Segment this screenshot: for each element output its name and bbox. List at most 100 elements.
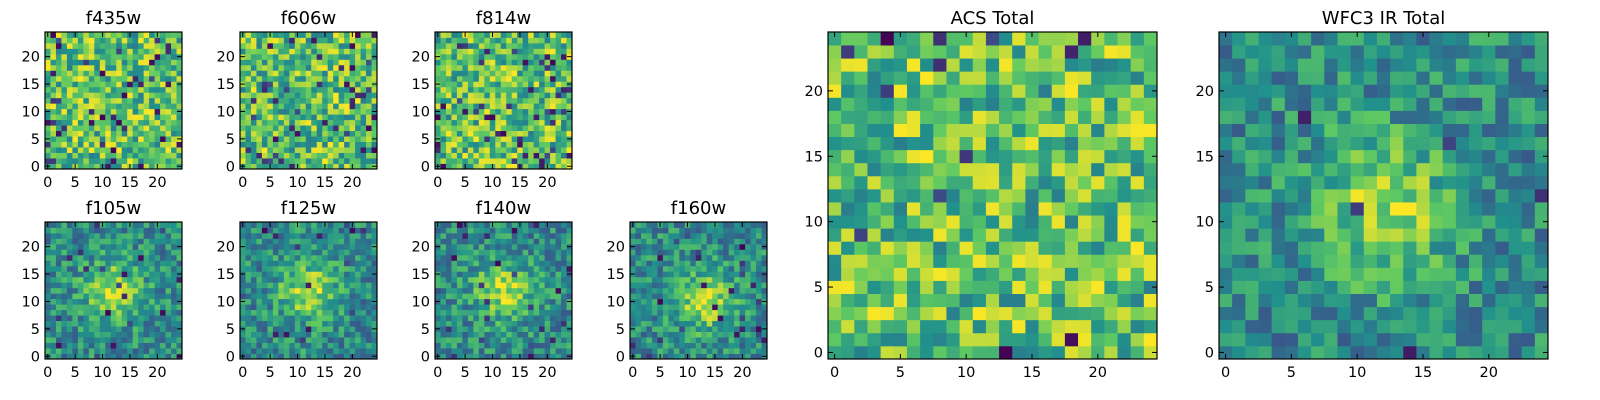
heatmap-cell	[435, 42, 441, 49]
heatmap-cell	[355, 342, 361, 349]
heatmap-cell	[679, 348, 686, 354]
heatmap-cell	[94, 42, 101, 49]
heatmap-cell	[550, 320, 556, 327]
heatmap-cell	[544, 298, 551, 305]
heatmap-cell	[344, 125, 350, 132]
heatmap-cell	[327, 114, 334, 121]
heatmap-cell	[906, 241, 921, 255]
heatmap-cell	[138, 130, 145, 137]
heatmap-cell	[933, 306, 947, 321]
heatmap-cell	[83, 86, 90, 93]
heatmap-cell	[55, 276, 62, 283]
y-tick-label: 0	[226, 349, 235, 365]
heatmap-cell	[322, 114, 329, 121]
heatmap-cell	[706, 309, 713, 316]
heatmap-cell	[646, 309, 653, 316]
heatmap-cell	[311, 130, 318, 137]
heatmap-cell	[467, 130, 474, 137]
heatmap-cell	[349, 276, 356, 283]
heatmap-cell	[867, 188, 882, 203]
heatmap-cell	[176, 158, 183, 164]
heatmap-cell	[316, 276, 323, 283]
heatmap-cell	[110, 243, 117, 250]
heatmap-cell	[1104, 188, 1118, 203]
heatmap-cell	[550, 136, 556, 142]
heatmap-cell	[240, 337, 246, 343]
heatmap-cell	[561, 92, 567, 99]
heatmap-cell	[349, 320, 356, 327]
heatmap-cell	[77, 227, 84, 234]
heatmap-cell	[1038, 188, 1053, 203]
heatmap-cell	[55, 141, 62, 148]
heatmap-cell	[484, 125, 491, 132]
heatmap-cell	[160, 232, 166, 239]
heatmap-cell	[473, 298, 480, 305]
heatmap-cell	[355, 147, 361, 153]
heatmap-cell	[55, 114, 62, 121]
heatmap-cell	[294, 42, 301, 49]
heatmap-cell	[467, 238, 474, 245]
heatmap-cell	[972, 175, 987, 190]
heatmap-cell	[143, 97, 150, 104]
heatmap-cell	[1078, 306, 1092, 321]
heatmap-cell	[245, 130, 252, 137]
heatmap-cell	[517, 326, 524, 332]
heatmap-cell	[132, 293, 139, 300]
heatmap-cell	[154, 48, 161, 55]
heatmap-cell	[440, 59, 447, 66]
heatmap-cell	[261, 271, 268, 278]
heatmap-cell	[484, 158, 491, 164]
heatmap-cell	[289, 64, 296, 71]
heatmap-cell	[761, 227, 768, 234]
heatmap-cell	[55, 348, 62, 354]
heatmap-cell	[316, 298, 323, 305]
heatmap-cell	[240, 282, 246, 289]
heatmap-cell	[679, 304, 686, 311]
heatmap-cell	[371, 254, 378, 261]
heatmap-cell	[149, 141, 155, 148]
heatmap-cell	[327, 293, 334, 300]
heatmap-cell	[83, 331, 90, 338]
heatmap-cell	[333, 108, 340, 115]
heatmap-cell	[344, 298, 350, 305]
heatmap-cell	[646, 276, 653, 283]
heatmap-cell	[355, 48, 361, 55]
heatmap-cell	[906, 293, 921, 308]
heatmap-cell	[854, 149, 868, 164]
heatmap-cell	[867, 175, 882, 190]
heatmap-cell	[495, 232, 502, 239]
heatmap-cell	[256, 32, 263, 38]
heatmap-cell	[154, 42, 161, 49]
heatmap-cell	[305, 48, 312, 55]
heatmap-cell	[690, 260, 697, 267]
heatmap-cell	[528, 136, 535, 142]
heatmap-cell	[355, 158, 361, 164]
heatmap-cell	[473, 81, 480, 88]
heatmap-cell	[750, 315, 757, 322]
heatmap-cell	[245, 254, 252, 261]
heatmap-cell	[300, 353, 307, 360]
heatmap-cell	[50, 103, 57, 110]
heatmap-cell	[756, 315, 762, 322]
heatmap-cell	[495, 331, 502, 338]
heatmap-cell	[646, 315, 653, 322]
heatmap-cell	[77, 32, 84, 38]
heatmap-cell	[149, 232, 155, 239]
heatmap-cell	[566, 92, 573, 99]
heatmap-cell	[160, 64, 166, 71]
heatmap-cell	[506, 152, 513, 159]
heatmap-cell	[154, 337, 161, 343]
heatmap-cell	[94, 282, 101, 289]
heatmap-cell	[478, 342, 485, 349]
heatmap-cell	[143, 64, 150, 71]
heatmap-cell	[522, 315, 529, 322]
heatmap-cell	[1064, 175, 1079, 190]
heatmap-cell	[706, 254, 713, 261]
heatmap-cell	[484, 304, 491, 311]
heatmap-cell	[561, 315, 567, 322]
heatmap-cell	[690, 238, 697, 245]
heatmap-cell	[344, 293, 350, 300]
heatmap-cell	[561, 125, 567, 132]
heatmap-cell	[635, 260, 642, 267]
heatmap-cell	[88, 53, 95, 60]
